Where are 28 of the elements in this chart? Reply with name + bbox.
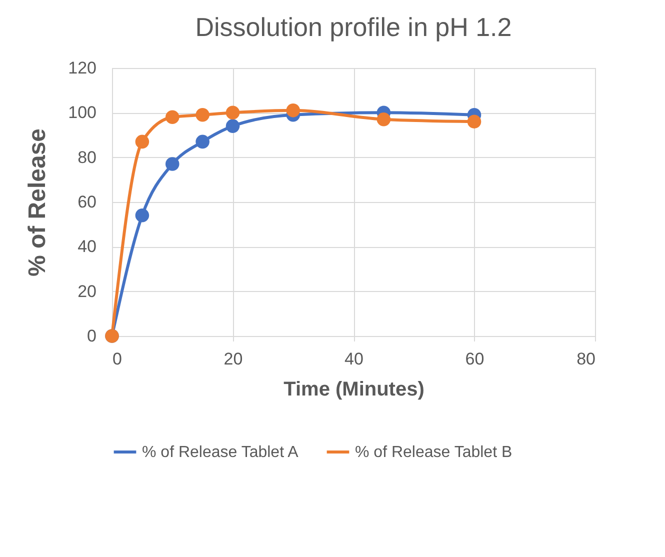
point — [226, 106, 240, 120]
y-tick-label: 100 — [68, 103, 96, 122]
x-tick-label: 0 — [112, 350, 122, 368]
x-tick-label: 40 — [344, 350, 364, 368]
y-tick-label: 0 — [87, 326, 96, 346]
y-tick-label: 60 — [78, 192, 96, 212]
point — [165, 157, 180, 171]
chart-title: Dissolution profile in pH 1.2 — [195, 12, 512, 42]
point — [196, 108, 210, 122]
point — [135, 134, 150, 149]
point — [467, 114, 482, 128]
y-axis-title: % of Release — [24, 128, 52, 277]
legend-label: % of Release Tablet A — [142, 444, 299, 461]
x-tick-label: 20 — [224, 350, 243, 368]
point — [286, 104, 300, 118]
y-tick-label: 120 — [68, 58, 96, 78]
y-tick-label: 40 — [78, 237, 96, 256]
x-axis-title: Time (Minutes) — [284, 378, 424, 400]
point — [165, 110, 180, 124]
point — [376, 112, 391, 126]
point — [226, 119, 240, 133]
point — [135, 208, 150, 222]
point — [196, 134, 210, 149]
x-tick-label: 80 — [576, 350, 596, 368]
y-tick-label: 80 — [78, 148, 96, 167]
x-tick-label: 60 — [465, 350, 484, 368]
legend-label: % of Release Tablet B — [355, 444, 512, 461]
y-tick-label: 20 — [78, 282, 96, 301]
